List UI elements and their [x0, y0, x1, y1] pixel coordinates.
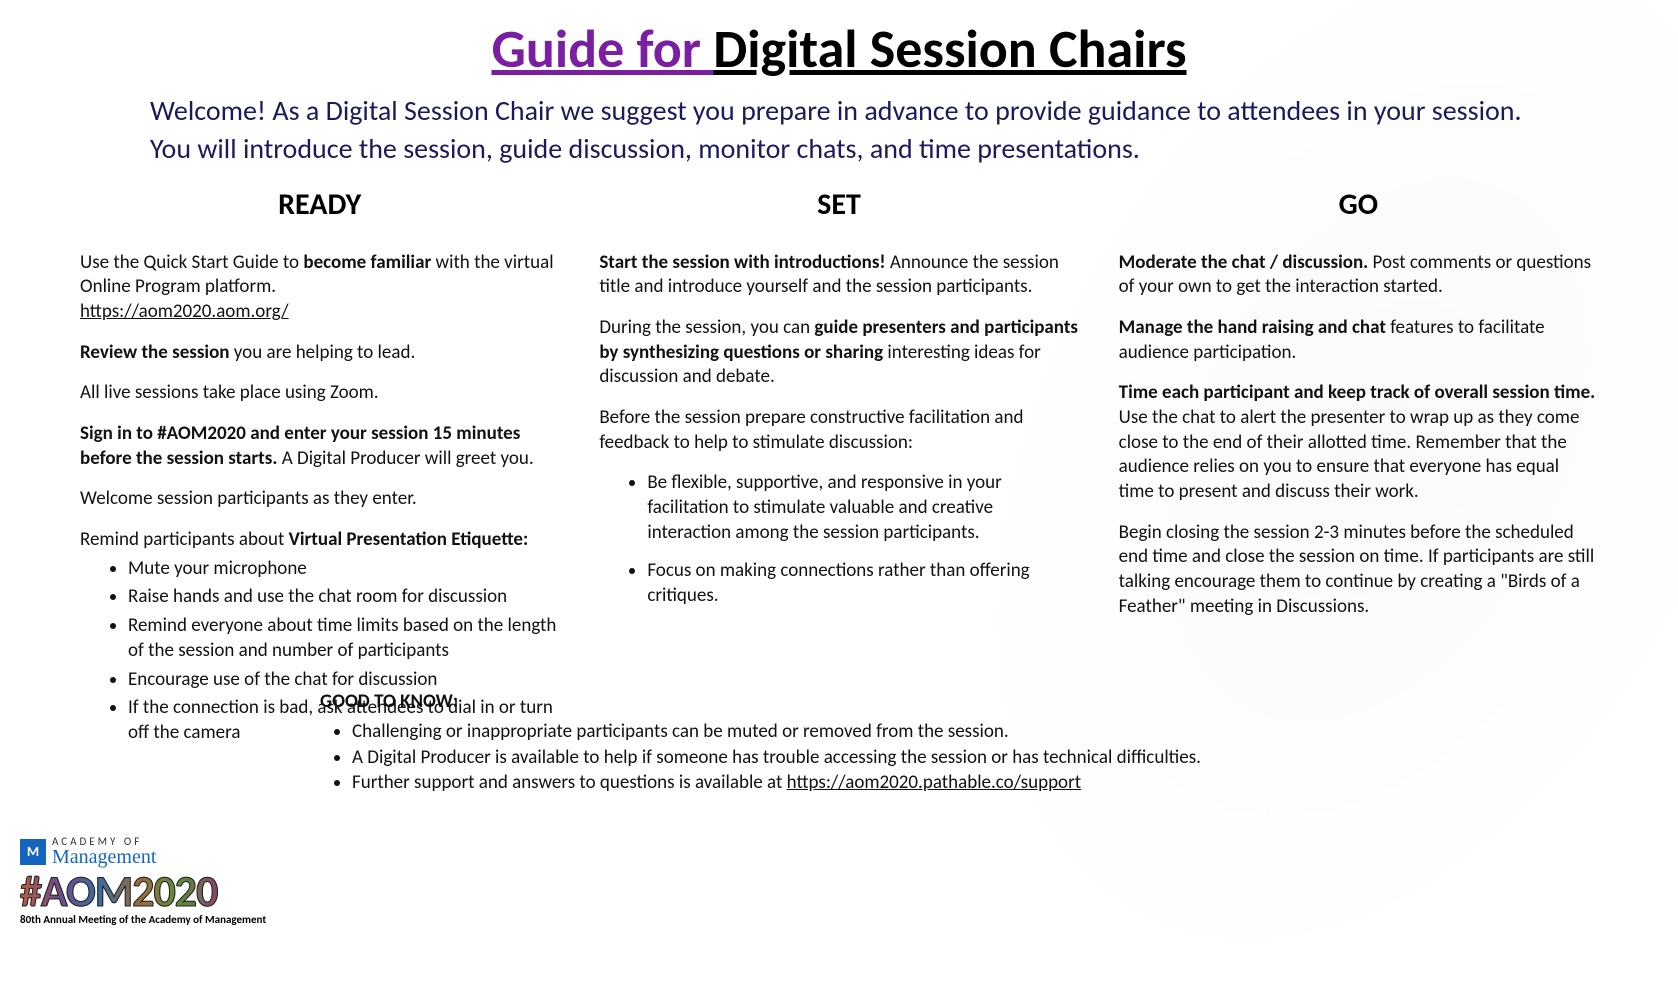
- list-item: A Digital Producer is available to help …: [352, 745, 1201, 771]
- ready-p6: Remind participants about Virtual Presen…: [80, 528, 559, 553]
- intro-text: Welcome! As a Digital Session Chair we s…: [0, 82, 1678, 168]
- column-go: GO Moderate the chat / discussion. Post …: [1119, 186, 1598, 750]
- columns-container: READY Use the Quick Start Guide to becom…: [0, 168, 1678, 750]
- list-item: Encourage use of the chat for discussion: [128, 668, 559, 693]
- list-item: Challenging or inappropriate participant…: [352, 719, 1201, 745]
- text: A Digital Producer will greet you.: [277, 447, 533, 470]
- logo-block: M ACADEMY OF Management #AOM2020 80th An…: [20, 836, 300, 926]
- set-p1: Start the session with introductions! An…: [599, 251, 1078, 300]
- platform-link[interactable]: https://aom2020.aom.org/: [80, 300, 289, 323]
- ready-p3: All live sessions take place using Zoom.: [80, 381, 559, 406]
- list-item: Focus on making connections rather than …: [647, 559, 1078, 608]
- page-title: Guide for Digital Session Chairs: [0, 0, 1678, 82]
- column-set: SET Start the session with introductions…: [599, 186, 1078, 750]
- go-p1: Moderate the chat / discussion. Post com…: [1119, 251, 1598, 300]
- support-link[interactable]: https://aom2020.pathable.co/support: [787, 771, 1081, 794]
- text: you are helping to lead.: [230, 341, 416, 364]
- bold-text: Moderate the chat / discussion.: [1119, 251, 1369, 274]
- set-p2: During the session, you can guide presen…: [599, 316, 1078, 390]
- text: Remind participants about: [80, 528, 289, 551]
- list-item: Further support and answers to questions…: [352, 770, 1201, 796]
- aom-logo: M ACADEMY OF Management: [20, 836, 300, 867]
- list-item: Be flexible, supportive, and responsive …: [647, 471, 1078, 545]
- bold-text: Manage the hand raising and chat: [1119, 316, 1386, 339]
- text: During the session, you can: [599, 316, 814, 339]
- bold-text: Time each participant and keep track of …: [1119, 381, 1596, 404]
- bold-text: Start the session with introductions!: [599, 251, 885, 274]
- ready-p5: Welcome session participants as they ent…: [80, 487, 559, 512]
- good-to-know-section: GOOD TO KNOW: Challenging or inappropria…: [320, 690, 1201, 796]
- list-item: Raise hands and use the chat room for di…: [128, 585, 559, 610]
- text: Further support and answers to questions…: [352, 771, 787, 794]
- go-p2: Manage the hand raising and chat feature…: [1119, 316, 1598, 365]
- bold-text: Virtual Presentation Etiquette:: [289, 528, 529, 551]
- go-p4: Begin closing the session 2-3 minutes be…: [1119, 521, 1598, 620]
- bold-text: Review the session: [80, 341, 230, 364]
- text: Use the chat to alert the presenter to w…: [1119, 406, 1580, 503]
- ready-p4: Sign in to #AOM2020 and enter your sessi…: [80, 422, 559, 471]
- logo-mark-icon: M: [20, 839, 46, 865]
- ready-p2: Review the session you are helping to le…: [80, 341, 559, 366]
- set-heading: SET: [599, 186, 1078, 223]
- set-p3: Before the session prepare constructive …: [599, 406, 1078, 455]
- hashtag-subtitle: 80th Annual Meeting of the Academy of Ma…: [20, 913, 300, 926]
- go-p3: Time each participant and keep track of …: [1119, 381, 1598, 504]
- ready-p1: Use the Quick Start Guide to become fami…: [80, 251, 559, 325]
- column-ready: READY Use the Quick Start Guide to becom…: [80, 186, 559, 750]
- good-to-know-bullets: Challenging or inappropriate participant…: [320, 719, 1201, 796]
- title-main: Digital Session Chairs: [713, 16, 1186, 82]
- good-to-know-heading: GOOD TO KNOW:: [320, 690, 1201, 713]
- list-item: Mute your microphone: [128, 557, 559, 582]
- set-bullets: Be flexible, supportive, and responsive …: [599, 471, 1078, 608]
- go-heading: GO: [1119, 186, 1598, 223]
- hashtag-logo: #AOM2020: [20, 871, 300, 913]
- logo-text: ACADEMY OF Management: [52, 836, 156, 867]
- text: Use the Quick Start Guide to: [80, 251, 303, 274]
- title-accent: Guide for: [491, 16, 713, 82]
- bold-text: become familiar: [303, 251, 431, 274]
- ready-heading: READY: [80, 186, 559, 223]
- list-item: Remind everyone about time limits based …: [128, 614, 559, 663]
